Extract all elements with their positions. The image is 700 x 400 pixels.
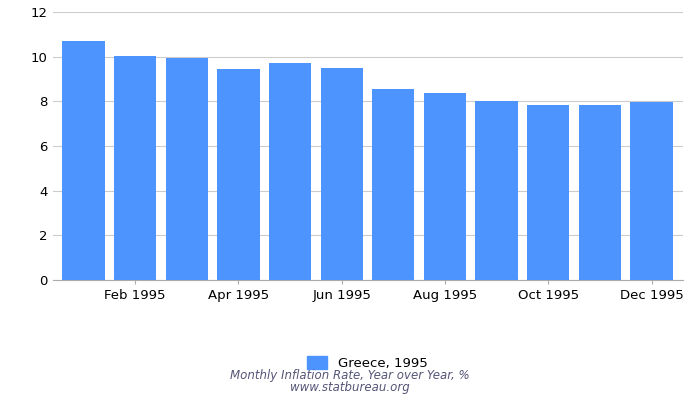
Bar bbox=[475, 101, 518, 280]
Bar bbox=[166, 58, 208, 280]
Bar bbox=[114, 56, 156, 280]
Text: www.statbureau.org: www.statbureau.org bbox=[290, 382, 410, 394]
Bar bbox=[62, 41, 105, 280]
Bar bbox=[372, 89, 414, 280]
Legend: Greece, 1995: Greece, 1995 bbox=[302, 350, 433, 375]
Bar bbox=[269, 63, 312, 280]
Text: Monthly Inflation Rate, Year over Year, %: Monthly Inflation Rate, Year over Year, … bbox=[230, 370, 470, 382]
Bar bbox=[217, 69, 260, 280]
Bar bbox=[527, 105, 569, 280]
Bar bbox=[630, 102, 673, 280]
Bar bbox=[321, 68, 363, 280]
Bar bbox=[579, 105, 621, 280]
Bar bbox=[424, 93, 466, 280]
